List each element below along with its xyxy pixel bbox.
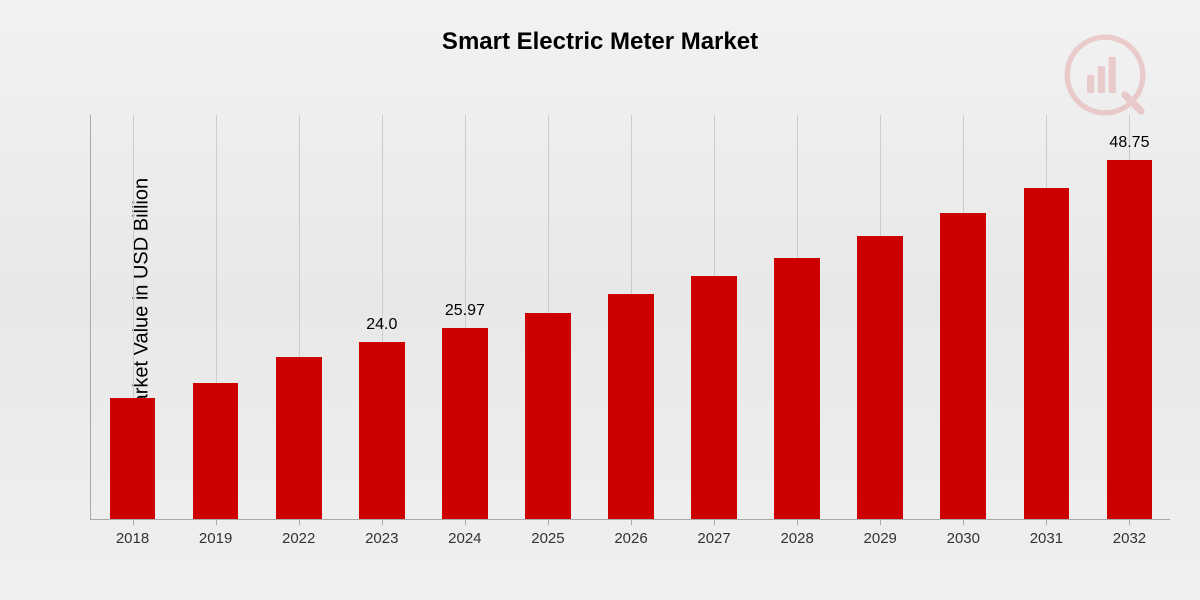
x-axis-label: 2025 — [531, 530, 564, 547]
watermark-logo — [1060, 30, 1150, 120]
x-axis-label: 2023 — [365, 530, 398, 547]
bar — [1107, 160, 1153, 519]
bar — [525, 313, 571, 519]
x-axis-label: 2018 — [116, 530, 149, 547]
bar — [940, 213, 986, 519]
x-axis-label: 2022 — [282, 530, 315, 547]
x-axis-label: 2027 — [697, 530, 730, 547]
x-axis-tick — [216, 519, 217, 525]
x-axis-tick — [797, 519, 798, 525]
x-axis-label: 2031 — [1030, 530, 1063, 547]
chart-plot-area: 20182019202224.0202325.97202420252026202… — [90, 115, 1170, 520]
x-axis-tick — [631, 519, 632, 525]
x-axis-tick — [880, 519, 881, 525]
x-axis-label: 2024 — [448, 530, 481, 547]
bar — [193, 383, 239, 519]
bar — [691, 276, 737, 519]
x-axis-label: 2028 — [780, 530, 813, 547]
bar — [276, 357, 322, 519]
x-axis-tick — [299, 519, 300, 525]
bar — [359, 342, 405, 519]
bar — [442, 328, 488, 519]
x-axis-label: 2032 — [1113, 530, 1146, 547]
x-axis-tick — [133, 519, 134, 525]
chart-title: Smart Electric Meter Market — [442, 28, 758, 56]
x-axis-tick — [1046, 519, 1047, 525]
bar-value-label: 24.0 — [366, 316, 397, 334]
x-axis-label: 2029 — [864, 530, 897, 547]
x-axis-label: 2030 — [947, 530, 980, 547]
x-axis-tick — [465, 519, 466, 525]
x-axis-label: 2019 — [199, 530, 232, 547]
bar — [857, 236, 903, 520]
bar — [110, 398, 156, 520]
x-axis-tick — [963, 519, 964, 525]
x-axis-label: 2026 — [614, 530, 647, 547]
bar-value-label: 48.75 — [1109, 134, 1149, 152]
bar — [608, 294, 654, 519]
x-axis-tick — [382, 519, 383, 525]
bar — [774, 258, 820, 519]
x-axis-tick — [714, 519, 715, 525]
bar — [1024, 188, 1070, 519]
bar-value-label: 25.97 — [445, 302, 485, 320]
x-axis-tick — [548, 519, 549, 525]
x-axis-tick — [1129, 519, 1130, 525]
